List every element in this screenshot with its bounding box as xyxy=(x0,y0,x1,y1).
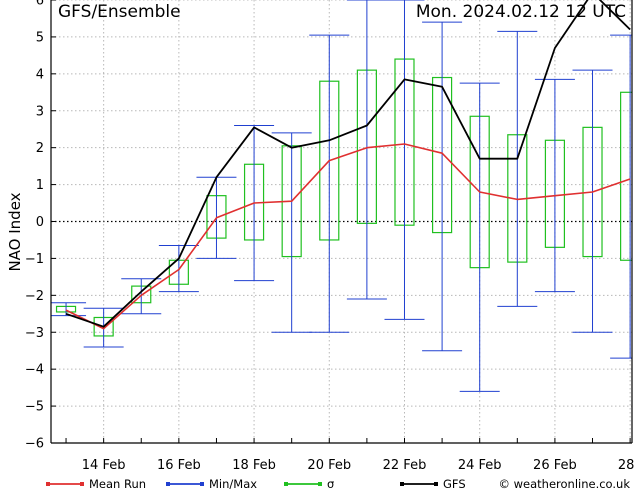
legend-marker-sigma xyxy=(318,482,322,486)
y-tick-label: −2 xyxy=(25,289,44,304)
legend-label-sigma: σ xyxy=(327,477,334,490)
y-tick-label: −6 xyxy=(25,437,44,452)
legend-marker-sigma xyxy=(284,482,288,486)
legend-label-gfs: GFS xyxy=(443,477,466,490)
plot-area xyxy=(51,0,632,392)
legend-label-mean: Mean Run xyxy=(89,477,146,490)
y-tick-label: 2 xyxy=(36,141,44,156)
legend-marker-minmax xyxy=(200,482,204,486)
x-tick-label: 18 Feb xyxy=(232,458,276,473)
legend-marker-gfs xyxy=(400,482,404,486)
tick-labels: −6 −5 −4 −3 −2 −1 0 1 2 3 4 5 6 14 Feb 16 Feb 18 Feb 20 … xyxy=(25,0,634,473)
gfs-line xyxy=(65,0,631,328)
y-tick-label: 3 xyxy=(36,104,44,119)
legend-marker-minmax xyxy=(166,482,170,486)
legend-marker-mean xyxy=(46,482,50,486)
x-tick-label: 22 Feb xyxy=(383,458,427,473)
y-tick-label: 1 xyxy=(36,178,44,193)
legend: Mean Run Min/Max σ GFS xyxy=(46,477,466,490)
run-datetime: Mon. 2024.02.12 12 UTC xyxy=(416,2,626,22)
y-tick-label: −5 xyxy=(25,400,44,415)
axes xyxy=(50,0,633,444)
x-tick-label: 14 Feb xyxy=(82,458,126,473)
legend-label-minmax: Min/Max xyxy=(209,477,257,490)
legend-marker-gfs xyxy=(434,482,438,486)
y-axis-label: NAO Index xyxy=(6,192,24,271)
mean-run-line xyxy=(65,143,631,330)
y-tick-label: 4 xyxy=(36,67,44,82)
x-tick-label: 28 xyxy=(618,458,634,473)
x-tick-label: 26 Feb xyxy=(533,458,577,473)
y-tick-label: 5 xyxy=(36,30,44,45)
y-tick-label: 6 xyxy=(36,0,44,9)
legend-marker-mean xyxy=(80,482,84,486)
x-tick-label: 20 Feb xyxy=(307,458,351,473)
x-tick-label: 16 Feb xyxy=(157,458,201,473)
y-tick-label: 0 xyxy=(36,215,44,230)
credit-text: © weatheronline.co.uk xyxy=(498,477,630,490)
y-tick-label: −3 xyxy=(25,326,44,341)
y-tick-label: −1 xyxy=(25,252,44,267)
x-tick-label: 24 Feb xyxy=(458,458,502,473)
y-tick-label: −4 xyxy=(25,363,44,378)
chart-title: GFS/Ensemble xyxy=(58,2,181,22)
